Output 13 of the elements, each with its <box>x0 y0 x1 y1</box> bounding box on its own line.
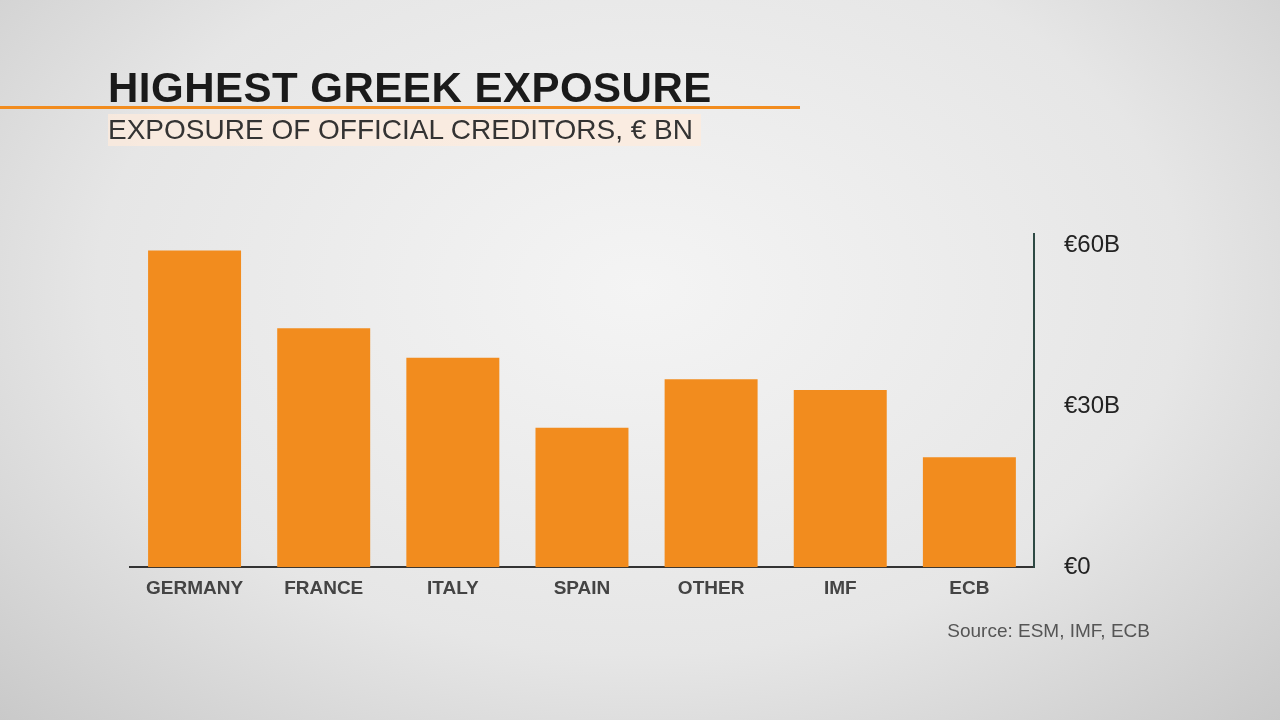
x-tick-label: ECB <box>949 576 990 598</box>
y-tick-label: €30B <box>1063 390 1121 418</box>
y-tick-label: €60B <box>1063 229 1121 257</box>
x-tick-label: IMF <box>823 576 857 598</box>
x-tick-label: ITALY <box>426 576 480 598</box>
x-tick-label: OTHER <box>677 576 745 598</box>
x-tick-label: FRANCE <box>284 576 364 598</box>
y-tick-label: €0 <box>1063 551 1091 579</box>
source-note: Source: ESM, IMF, ECB <box>947 620 1150 642</box>
x-tick-label: GERMANY <box>146 576 244 598</box>
chart-subtitle: EXPOSURE OF OFFICIAL CREDITORS, € BN <box>108 114 701 146</box>
chart-title: HIGHEST GREEK EXPOSURE <box>108 64 712 112</box>
x-tick-label: SPAIN <box>553 576 611 598</box>
